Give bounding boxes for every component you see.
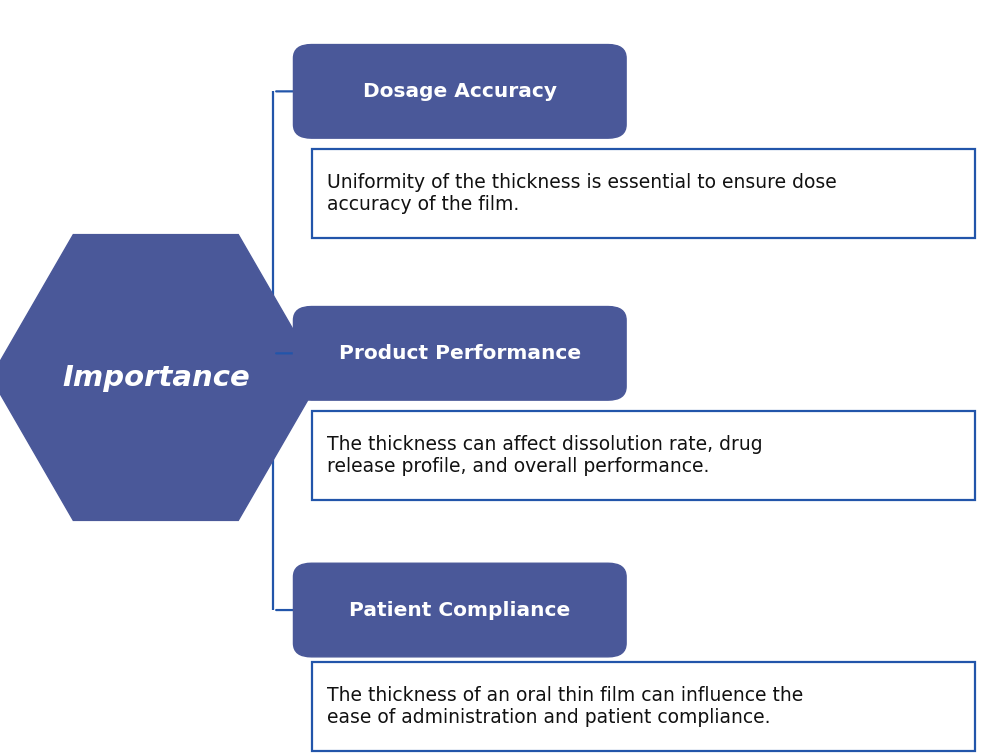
FancyBboxPatch shape (293, 307, 626, 400)
Text: The thickness can affect dissolution rate, drug
release profile, and overall per: The thickness can affect dissolution rat… (327, 435, 762, 476)
FancyBboxPatch shape (293, 45, 626, 138)
FancyBboxPatch shape (312, 149, 975, 238)
Text: Dosage Accuracy: Dosage Accuracy (363, 82, 557, 101)
Text: The thickness of an oral thin film can influence the
ease of administration and : The thickness of an oral thin film can i… (327, 686, 803, 727)
Text: Patient Compliance: Patient Compliance (349, 600, 571, 620)
Polygon shape (0, 235, 321, 520)
Text: Product Performance: Product Performance (339, 344, 581, 363)
Text: Importance: Importance (62, 363, 249, 392)
Text: Uniformity of the thickness is essential to ensure dose
accuracy of the film.: Uniformity of the thickness is essential… (327, 173, 836, 214)
FancyBboxPatch shape (312, 662, 975, 751)
FancyBboxPatch shape (293, 563, 626, 657)
FancyBboxPatch shape (312, 411, 975, 500)
